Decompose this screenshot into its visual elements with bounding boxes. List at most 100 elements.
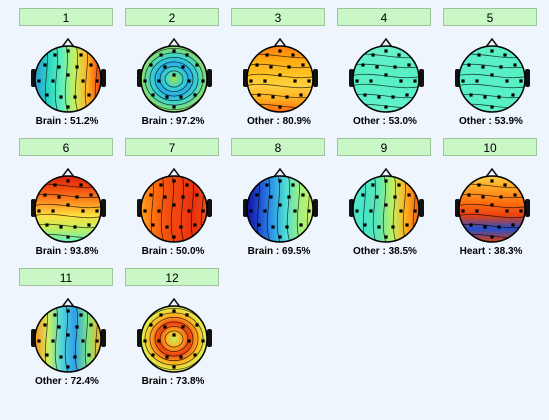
component-cell: 9 Other : 38.5% (337, 138, 433, 266)
nose-marker (61, 37, 75, 48)
component-classification-label: Brain : 73.8% (141, 376, 205, 387)
scalp-topomap[interactable] (131, 291, 217, 383)
component-button[interactable]: 5 (443, 8, 537, 26)
nose-marker (273, 167, 287, 178)
component-cell: 12 Brain : 73.8% (125, 268, 221, 396)
component-button[interactable]: 4 (337, 8, 431, 26)
component-cell: 2 Brain : 97.2% (125, 8, 221, 136)
ear-marker (101, 199, 106, 217)
nose-marker (273, 37, 287, 48)
scalp-topomap[interactable] (25, 31, 111, 123)
component-button[interactable]: 7 (125, 138, 219, 156)
head-outline (458, 175, 526, 243)
ear-marker (313, 199, 318, 217)
contour-lines (141, 308, 207, 370)
component-cell: 7 Brain : 50.0% (125, 138, 221, 266)
component-cell: 3 Other : 80.9% (231, 8, 327, 136)
scalp-topomap[interactable] (25, 161, 111, 253)
component-cell: 6 Brain : 93.8% (19, 138, 115, 266)
head-outline (140, 45, 208, 113)
component-button[interactable]: 8 (231, 138, 325, 156)
scalp-topomap[interactable] (131, 31, 217, 123)
component-button[interactable]: 2 (125, 8, 219, 26)
electrode-markers (461, 49, 523, 109)
nose-marker (485, 167, 499, 178)
nose-marker (167, 167, 181, 178)
contour-lines (141, 48, 207, 110)
nose-marker (167, 37, 181, 48)
scalp-topomap[interactable] (25, 291, 111, 383)
ear-marker (101, 329, 106, 347)
component-button[interactable]: 10 (443, 138, 537, 156)
nose-marker (167, 297, 181, 308)
ear-marker (313, 69, 318, 87)
component-cell: 10 Heart : 38.3% (443, 138, 539, 266)
electrode-markers (355, 179, 417, 239)
ear-marker (525, 69, 530, 87)
scalp-topomap[interactable] (237, 31, 323, 123)
scalp-map-fill (459, 176, 525, 242)
scalp-topomap[interactable] (449, 161, 535, 253)
head-outline (246, 45, 314, 113)
scalp-topomap[interactable] (449, 31, 535, 123)
component-classification-label: Heart : 38.3% (459, 246, 523, 257)
scalp-map-fill (459, 46, 525, 112)
head-outline (34, 305, 102, 373)
component-classification-label: Other : 53.0% (353, 116, 417, 127)
component-button[interactable]: 6 (19, 138, 113, 156)
component-button[interactable]: 11 (19, 268, 113, 286)
component-classification-label: Brain : 93.8% (35, 246, 99, 257)
component-button[interactable]: 1 (19, 8, 113, 26)
scalp-map-fill (35, 306, 101, 372)
component-button[interactable]: 3 (231, 8, 325, 26)
electrode-markers (143, 179, 205, 239)
ear-marker (525, 199, 530, 217)
head-outline (34, 175, 102, 243)
scalp-topomap[interactable] (343, 31, 429, 123)
scalp-map-fill (141, 176, 207, 242)
nose-marker (379, 37, 393, 48)
scalp-map-fill (247, 176, 313, 242)
component-cell: 4 Other : 53.0% (337, 8, 433, 136)
ear-marker (419, 69, 424, 87)
head-outline (34, 45, 102, 113)
scalp-map-fill (35, 176, 101, 242)
component-classification-label: Other : 38.5% (353, 246, 417, 257)
component-cell: 8 Brain : 69.5% (231, 138, 327, 266)
electrode-markers (355, 49, 417, 109)
component-classification-label: Brain : 97.2% (141, 116, 205, 127)
electrode-markers (249, 179, 311, 239)
head-outline (458, 45, 526, 113)
component-button[interactable]: 9 (337, 138, 431, 156)
head-outline (246, 175, 314, 243)
component-classification-label: Other : 80.9% (247, 116, 311, 127)
head-outline (352, 175, 420, 243)
electrode-markers (37, 179, 99, 239)
ear-marker (419, 199, 424, 217)
scalp-map-fill (353, 46, 419, 112)
scalp-topomap[interactable] (343, 161, 429, 253)
component-classification-label: Brain : 50.0% (141, 246, 205, 257)
electrode-markers (143, 49, 205, 109)
head-outline (352, 45, 420, 113)
component-classification-label: Other : 72.4% (35, 376, 99, 387)
ear-marker (207, 69, 212, 87)
nose-marker (61, 297, 75, 308)
electrode-markers (461, 179, 523, 239)
nose-marker (485, 37, 499, 48)
scalp-topomap[interactable] (237, 161, 323, 253)
scalp-map-fill (141, 306, 207, 372)
electrode-markers (143, 309, 205, 369)
nose-marker (379, 167, 393, 178)
electrode-markers (37, 49, 99, 109)
component-classification-label: Brain : 69.5% (247, 246, 311, 257)
component-classification-label: Brain : 51.2% (35, 116, 99, 127)
ear-marker (207, 199, 212, 217)
component-button[interactable]: 12 (125, 268, 219, 286)
nose-marker (61, 167, 75, 178)
scalp-map-fill (141, 46, 207, 112)
component-cell: 1 Brain : 51.2% (19, 8, 115, 136)
ear-marker (207, 329, 212, 347)
scalp-topomap[interactable] (131, 161, 217, 253)
